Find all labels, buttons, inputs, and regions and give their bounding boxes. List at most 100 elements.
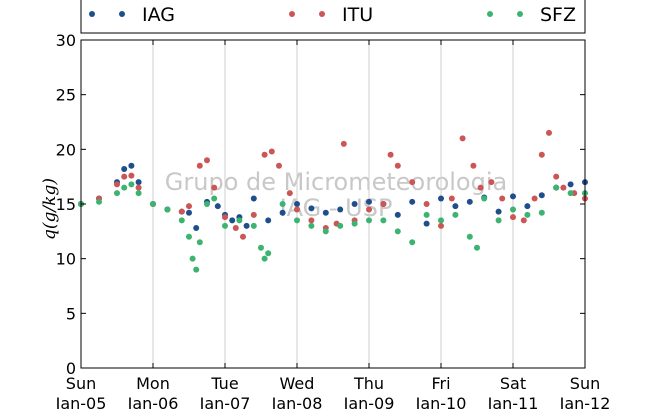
data-point [150,201,156,207]
x-tick-day: Sun [570,374,600,393]
legend-box [80,0,586,34]
data-point [438,195,444,202]
data-point [121,184,128,191]
data-point [196,239,203,246]
data-point [322,209,329,216]
y-axis-label: q(g/kg) [40,178,60,240]
x-tick-date: Jan-11 [487,394,539,409]
data-point [258,244,264,251]
data-point [135,179,142,186]
x-tick-day: Sat [500,374,526,393]
data-point [178,217,185,224]
data-point [232,225,239,232]
data-point [308,205,315,212]
data-point [204,201,210,207]
data-point [135,184,142,191]
data-point [261,151,268,158]
data-point [121,173,128,180]
data-point [265,217,272,224]
legend-marker [517,11,523,17]
data-point [186,233,192,240]
data-point [394,162,401,169]
data-point [114,181,120,188]
legend-label: IAG [142,4,175,26]
data-point [340,140,347,147]
legend-marker [319,11,325,17]
data-point [250,211,257,218]
x-tick-date: Jan-12 [559,394,611,409]
data-point [394,228,401,235]
data-point [459,135,466,142]
data-point [366,198,372,205]
data-point [222,222,228,229]
y-tick-label: 15 [56,195,76,214]
x-tick-day: Sun [66,374,96,393]
data-point [322,228,329,235]
data-point [186,203,192,210]
data-point [553,173,560,180]
data-point [423,220,430,227]
data-point [538,192,545,199]
data-point [510,193,516,200]
data-point [135,190,142,197]
x-tick-day: Wed [280,374,315,393]
data-point [560,184,567,191]
x-tick-date: Jan-10 [415,394,467,409]
data-point [211,184,218,191]
data-point [366,206,372,213]
data-point [265,250,272,257]
data-point [477,184,484,191]
data-point [121,166,128,173]
x-tick-day: Tue [210,374,238,393]
data-point [308,217,315,224]
data-point [409,239,416,246]
y-axis: 0 5 10 15 20 25 30 [56,31,585,378]
y-tick-label: 5 [66,304,76,323]
data-point [538,151,545,158]
legend: IAG ITU SFZ [80,0,586,34]
legend-marker [89,11,95,17]
data-point [164,206,171,213]
data-point [222,214,228,221]
data-point [286,190,293,197]
data-point [250,222,257,229]
data-point [214,203,221,210]
data-point [423,201,430,207]
data-point [495,208,502,215]
data-point [240,233,246,240]
data-point [114,190,120,197]
x-tick-day: Fri [431,374,450,393]
data-point [387,151,394,158]
data-point [294,201,300,207]
data-point [452,211,459,218]
data-point [337,206,344,213]
data-point [466,198,473,205]
legend-item: SFZ [487,4,576,26]
data-point [531,195,538,202]
data-point [567,181,574,188]
y-tick-label: 25 [56,86,76,105]
x-tick-day: Mon [136,374,170,393]
data-point [524,203,531,210]
data-point [351,201,358,207]
data-point [448,195,455,202]
data-point [488,179,495,186]
data-point [380,217,387,224]
data-point [229,217,236,224]
data-point [236,217,243,224]
data-point [438,222,444,229]
data-points [78,129,588,273]
data-point [438,217,444,224]
x-tick-date: Jan-09 [343,394,395,409]
data-point [452,203,459,210]
data-point [520,217,527,224]
data-point [499,195,506,202]
series-sfz [78,181,588,273]
y-tick-label: 0 [66,359,76,378]
watermark-line: Grupo de Micrometeorologia [165,168,507,196]
data-point [510,206,516,213]
data-point [495,217,502,224]
data-point [196,162,203,169]
data-point [466,233,473,240]
legend-item: ITU [289,4,373,26]
